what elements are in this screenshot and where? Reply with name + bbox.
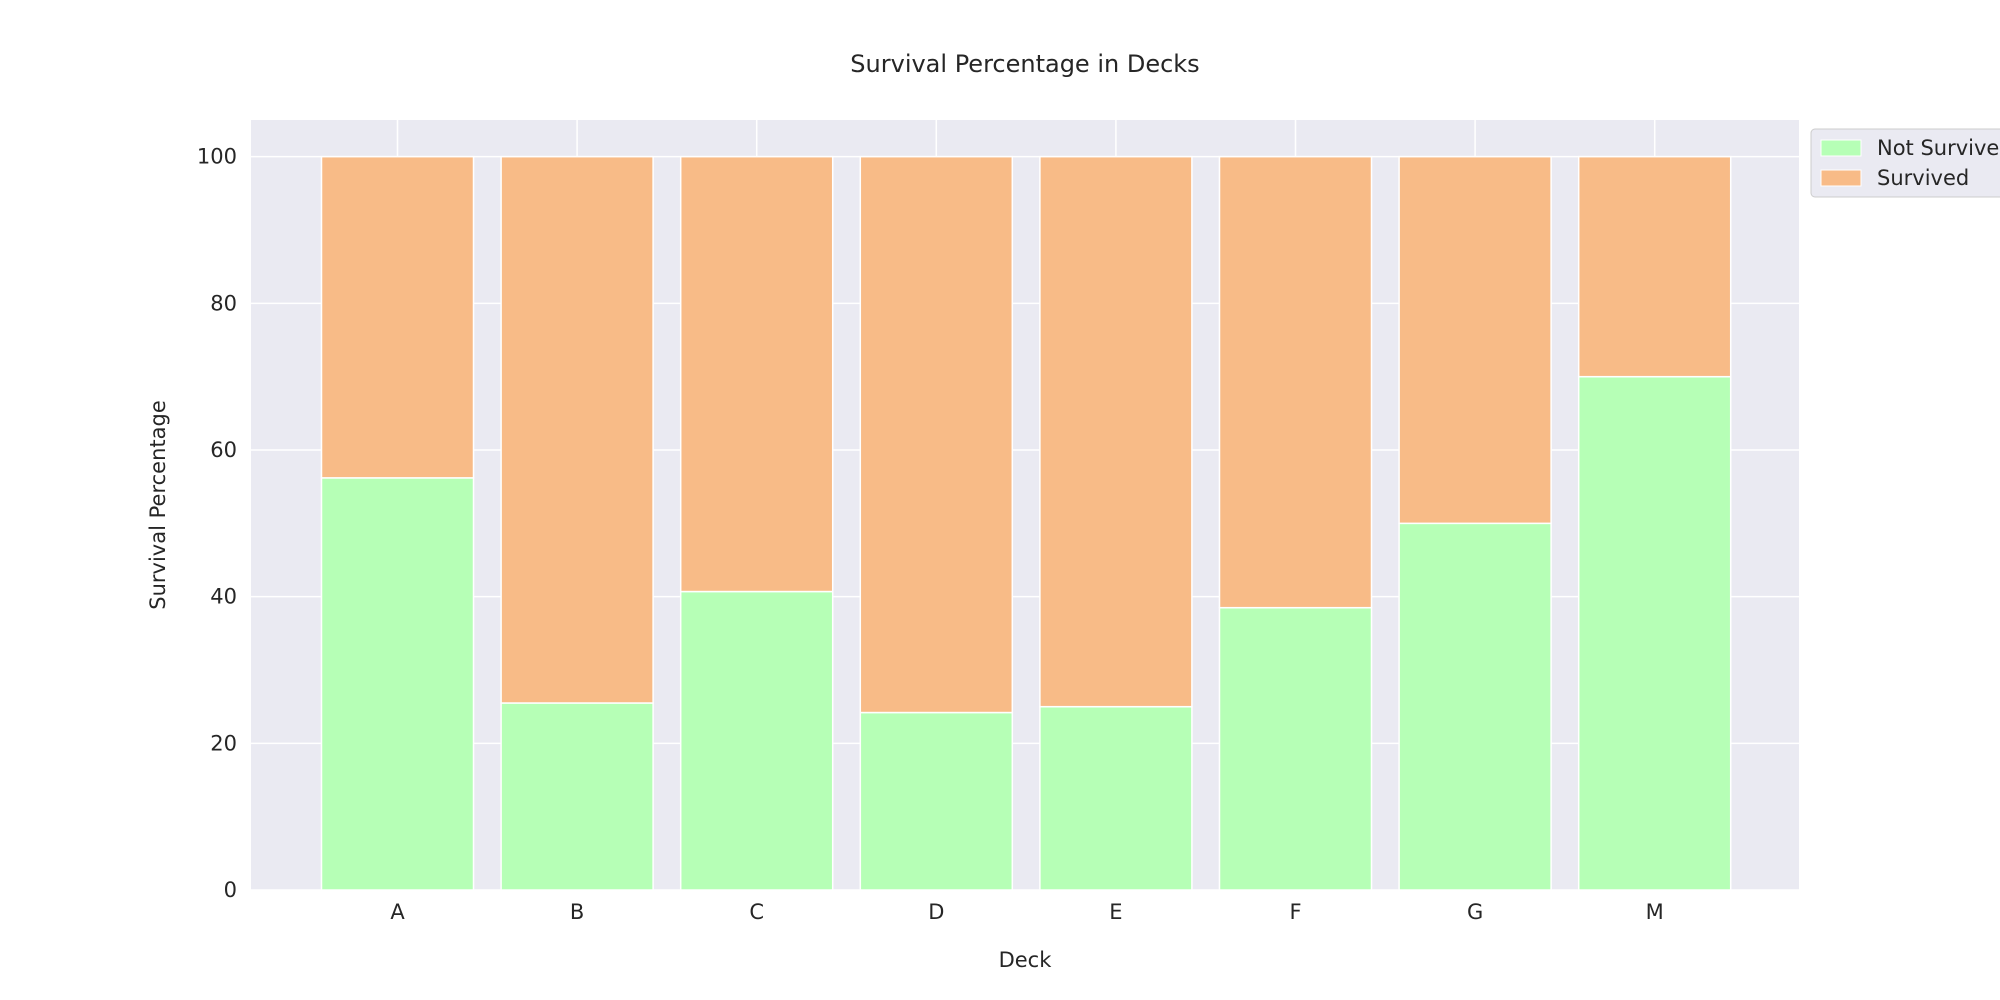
bar-survived-g: [1398, 155, 1552, 525]
x-tick-label: D: [928, 900, 944, 924]
bar-not-survived-c: [679, 590, 834, 891]
x-tick-label: B: [570, 900, 584, 924]
y-axis-ticks: 0 20 40 60 80 100: [197, 145, 237, 902]
x-tick-label: A: [390, 900, 405, 924]
y-tick-label: 20: [210, 731, 237, 755]
y-tick-label: 60: [210, 438, 237, 462]
bar-survived-f: [1218, 155, 1373, 609]
chart-title: Survival Percentage in Decks: [850, 50, 1199, 78]
bar-survived-c: [679, 155, 834, 593]
y-tick-label: 40: [210, 585, 237, 609]
bar-not-survived-e: [1039, 705, 1193, 891]
x-axis-label: Deck: [999, 948, 1053, 972]
bars: [320, 155, 1732, 891]
x-tick-label: C: [749, 900, 764, 924]
legend-items: Not Survived Survived: [1820, 136, 2000, 190]
x-tick-label: G: [1467, 900, 1483, 924]
y-tick-label: 100: [197, 145, 237, 169]
legend-swatch: [1820, 139, 1862, 157]
bar-survived-d: [859, 155, 1014, 714]
bar-survived-m: [1577, 155, 1732, 378]
plot-area: [251, 120, 1799, 890]
y-tick-label: 80: [210, 291, 237, 315]
bar-not-survived-f: [1218, 606, 1373, 891]
y-axis-label: Survival Percentage: [146, 400, 170, 609]
x-tick-label: F: [1289, 900, 1301, 924]
legend: Not Survived Survived: [1810, 128, 2000, 198]
legend-label: Survived: [1877, 166, 1969, 190]
bar-survived-b: [500, 155, 654, 704]
legend-swatch: [1820, 169, 1862, 187]
x-tick-label: M: [1646, 900, 1664, 924]
bar-not-survived-d: [859, 711, 1014, 891]
x-tick-label: E: [1109, 900, 1122, 924]
bar-survived-e: [1039, 155, 1193, 708]
y-tick-label: 0: [224, 878, 237, 902]
bar-not-survived-g: [1398, 522, 1552, 891]
bar-not-survived-a: [320, 477, 475, 891]
bar-survived-a: [320, 155, 475, 479]
legend-label: Not Survived: [1877, 136, 2000, 160]
bar-not-survived-b: [500, 702, 654, 891]
bar-not-survived-m: [1577, 375, 1732, 891]
